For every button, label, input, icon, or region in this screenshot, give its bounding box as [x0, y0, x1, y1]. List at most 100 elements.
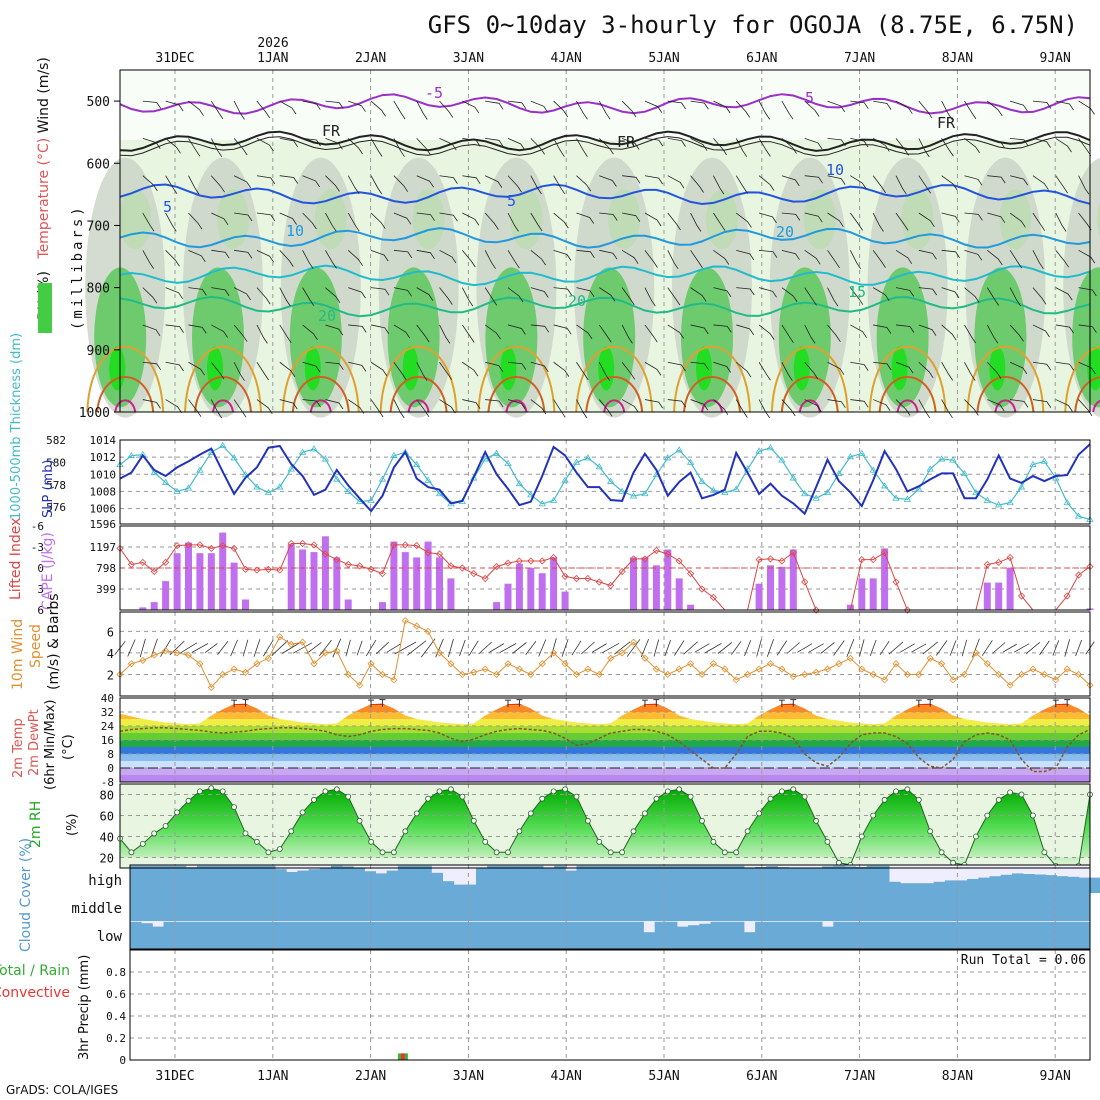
- wind-tick-label: 6: [107, 625, 114, 639]
- wind-speed-point: [1075, 670, 1083, 679]
- cloud-high-bar: [855, 867, 868, 893]
- cape-bar: [424, 541, 432, 610]
- cloud-low-bar: [1023, 921, 1035, 949]
- cloud-middle-bar: [844, 893, 856, 921]
- isotherm-30: [780, 376, 839, 413]
- surface-wind-barb: [356, 640, 363, 656]
- lifted-index-point: [766, 555, 775, 563]
- wind-barb: [781, 324, 794, 343]
- upper-air-panel: -5 5 FR FR FR 5 5 10 10 20 20 20 15 500 600 700 800 900 10…: [79, 70, 1100, 421]
- wind-barb: [576, 100, 588, 120]
- surface-wind-barb: [694, 643, 710, 653]
- surface-wind-barb: [386, 643, 402, 653]
- precip-frame: [129, 949, 1091, 1061]
- wind-barb: [895, 399, 911, 416]
- wind-speed-point: [789, 673, 797, 681]
- rh2m-point: [573, 793, 580, 800]
- wind-speed-point: [127, 660, 135, 668]
- wind-barb: [1078, 361, 1096, 375]
- cloud-high-bar: [598, 865, 611, 893]
- cloud-low-bar: [877, 921, 890, 949]
- lifted-index-point: [241, 565, 250, 573]
- rh2m-point: [596, 838, 603, 845]
- wind-speed-point: [207, 683, 215, 691]
- cloud-low-bar: [554, 921, 566, 949]
- rh2m-point: [1007, 789, 1013, 796]
- thickness-point: [641, 489, 649, 497]
- cloud-middle-bar: [866, 893, 879, 921]
- cloud-low-bar: [286, 921, 298, 949]
- wind-barb: [416, 249, 435, 260]
- wind-barb: [644, 250, 658, 268]
- cloud-ylabel: Cloud Cover (%): [18, 838, 34, 952]
- isotherm-25: [379, 345, 458, 413]
- cloud-middle-bar: [319, 893, 332, 921]
- lifted-index-point: [664, 550, 672, 558]
- cloud-high-bar: [397, 865, 410, 893]
- thickness-point: [173, 487, 181, 494]
- wind-speed-point: [801, 670, 809, 679]
- surface-wind-barb: [705, 643, 722, 653]
- wind-barb: [735, 100, 751, 118]
- lifted-index-point: [641, 555, 649, 563]
- cloud-middle-bar: [833, 893, 845, 921]
- thickness-slp-frame: [119, 439, 1091, 525]
- thickness-point: [435, 489, 444, 497]
- rh-mid-blob: [803, 189, 836, 250]
- cloud-low-bar: [844, 921, 856, 949]
- cloud-high-bar: [543, 867, 555, 893]
- slp-tick-label: 1008: [90, 485, 117, 498]
- wind-barb: [964, 287, 980, 303]
- wind-barb: [279, 399, 298, 410]
- thickness-point: [321, 455, 330, 462]
- wind-barb: [758, 175, 775, 191]
- contour-label: 5: [163, 198, 172, 216]
- cape-bar: [778, 566, 786, 610]
- thickness-point: [709, 486, 718, 493]
- lifted-index-point: [1063, 592, 1071, 600]
- wind-barb: [918, 361, 934, 379]
- thickness-point: [424, 476, 432, 483]
- thickness-point: [584, 454, 592, 461]
- thickness-point: [937, 455, 946, 462]
- cloud-high-bar: [922, 883, 935, 893]
- cloud-middle-bar: [632, 893, 644, 921]
- cloud-middle-bar: [900, 893, 912, 921]
- date-label-bottom: 9JAN: [1040, 1069, 1071, 1084]
- wind-barb: [530, 324, 550, 333]
- wind-barb: [713, 100, 731, 114]
- thickness-tick-label: 578: [46, 479, 66, 492]
- slp-ylabel: SLP (mb): [41, 459, 56, 518]
- cape-bar: [436, 557, 443, 610]
- wind-speed-point: [607, 654, 615, 662]
- thickness-point: [869, 466, 877, 473]
- date-label-top: 8JAN: [942, 51, 973, 66]
- wind-barb: [439, 212, 458, 222]
- thickness-point: [572, 458, 581, 465]
- surface-wind-barb: [756, 639, 762, 657]
- cloud-low-bar: [241, 921, 254, 949]
- cloud-level-label: high: [88, 873, 122, 889]
- cloud-low-bar: [330, 921, 343, 949]
- cloud-low-bar: [163, 921, 176, 949]
- cloud-high-bar: [375, 873, 388, 893]
- thickness-tick-label: 582: [46, 434, 66, 447]
- cloud-middle-bar: [219, 893, 231, 921]
- thickness-point: [949, 456, 957, 463]
- rh2m-point: [870, 812, 877, 819]
- cape-bar: [1006, 567, 1014, 610]
- cape-bar: [287, 544, 295, 610]
- temp-band: [120, 775, 1090, 782]
- surface-wind-barb: [653, 639, 660, 657]
- wind-barb: [804, 212, 823, 223]
- wind-barb: [416, 175, 434, 188]
- wind-barb: [302, 250, 314, 269]
- wind-barb: [667, 212, 681, 231]
- rh2m-point: [721, 849, 728, 856]
- thickness-line: [119, 444, 1091, 521]
- wind-barb: [804, 287, 817, 306]
- contour-label: FR: [322, 122, 341, 140]
- wind-barb: [987, 361, 1002, 379]
- wind-barb: [142, 138, 161, 149]
- pressure-tick-label: 1000: [79, 406, 110, 421]
